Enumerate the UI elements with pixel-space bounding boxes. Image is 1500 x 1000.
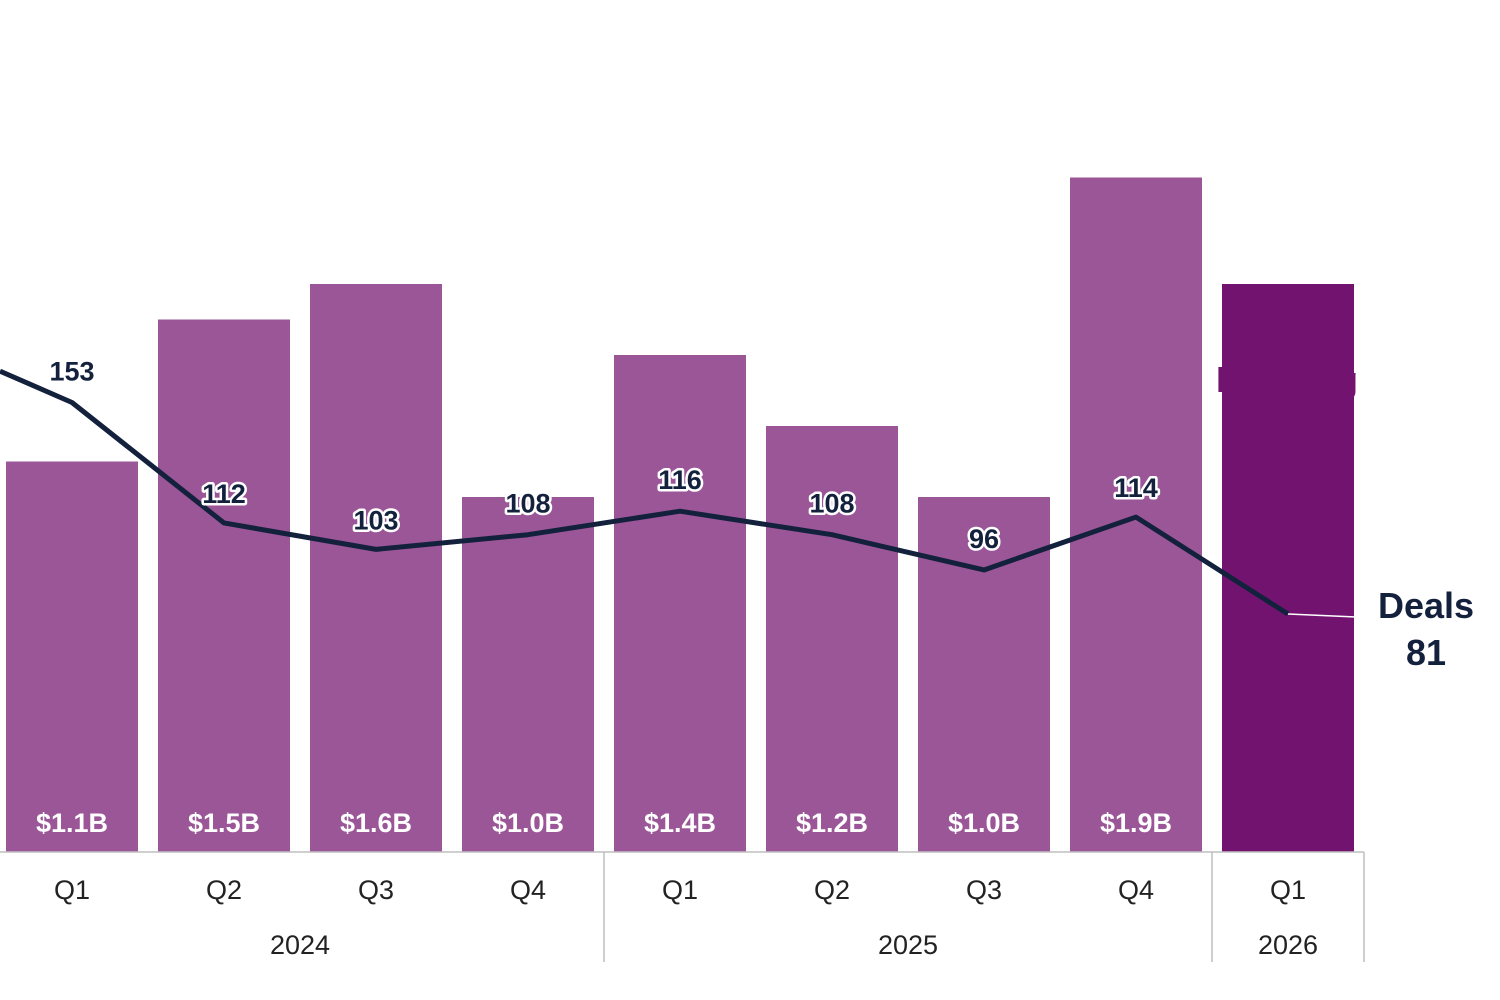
funding-value-labels: $1.1B $1.5B $1.6B $1.0B $1.4B $1.2B $1.0B $1.9B (36, 808, 1172, 838)
funding-bar (158, 319, 290, 852)
deals-callout-leader (1287, 613, 1357, 618)
deal-count-label: 153 (49, 356, 94, 386)
funding-bar-label: $1.6B (340, 808, 412, 838)
funding-callout-value: $1.6B (1239, 404, 1335, 445)
deal-count-label: 114 (1114, 473, 1158, 503)
quarter-tick-label: Q1 (662, 875, 698, 905)
quarter-tick-label: Q2 (206, 875, 242, 905)
quarter-tick-label: Q4 (510, 875, 546, 905)
deal-count-label: 116 (658, 465, 702, 495)
deal-count-label: 96 (969, 524, 999, 554)
quarter-tick-label: Q3 (358, 875, 394, 905)
deal-count-label: 108 (505, 489, 550, 519)
quarter-tick-label: Q4 (1118, 875, 1154, 905)
deal-count-label: 112 (202, 479, 246, 509)
funding-bar (6, 461, 138, 852)
funding-bar-label: $1.1B (36, 808, 108, 838)
funding-bars (6, 177, 1354, 852)
deals-line (0, 368, 1290, 617)
deal-count-label: 108 (809, 489, 854, 519)
deal-count-labels: 153 112 103 108 116 108 96 114 (49, 356, 1160, 556)
year-group-label: 2025 (878, 930, 938, 960)
funding-bar (310, 284, 442, 852)
funding-bar-label: $1.0B (492, 808, 564, 838)
funding-bar (614, 355, 746, 852)
funding-bar-label: $1.2B (796, 808, 868, 838)
funding-callout-title: Funding (1216, 359, 1358, 400)
year-group-label: 2024 (270, 930, 330, 960)
funding-bar-label: $1.5B (188, 808, 260, 838)
deals-line-series (0, 368, 1357, 618)
funding-bar (766, 426, 898, 852)
deal-count-label: 103 (353, 505, 398, 535)
deals-callout-value: 81 (1406, 632, 1446, 673)
callouts: Funding $1.6B Deals 81 (1216, 359, 1474, 673)
deals-callout-title: Deals (1378, 585, 1474, 626)
quarter-tick-label: Q2 (814, 875, 850, 905)
funding-bar-label: $1.9B (1100, 808, 1172, 838)
funding-bar (462, 497, 594, 852)
quarter-tick-label: Q1 (54, 875, 90, 905)
funding-bar (1222, 284, 1354, 852)
funding-bar-label: $1.0B (948, 808, 1020, 838)
year-group-label: 2026 (1258, 930, 1318, 960)
x-axis: Q1 Q2 Q3 Q4 Q1 Q2 Q3 Q4 Q1 2024 2025 2026 (0, 851, 1365, 962)
quarter-tick-label: Q1 (1270, 875, 1306, 905)
funding-bar-label: $1.4B (644, 808, 716, 838)
quarter-tick-label: Q3 (966, 875, 1002, 905)
